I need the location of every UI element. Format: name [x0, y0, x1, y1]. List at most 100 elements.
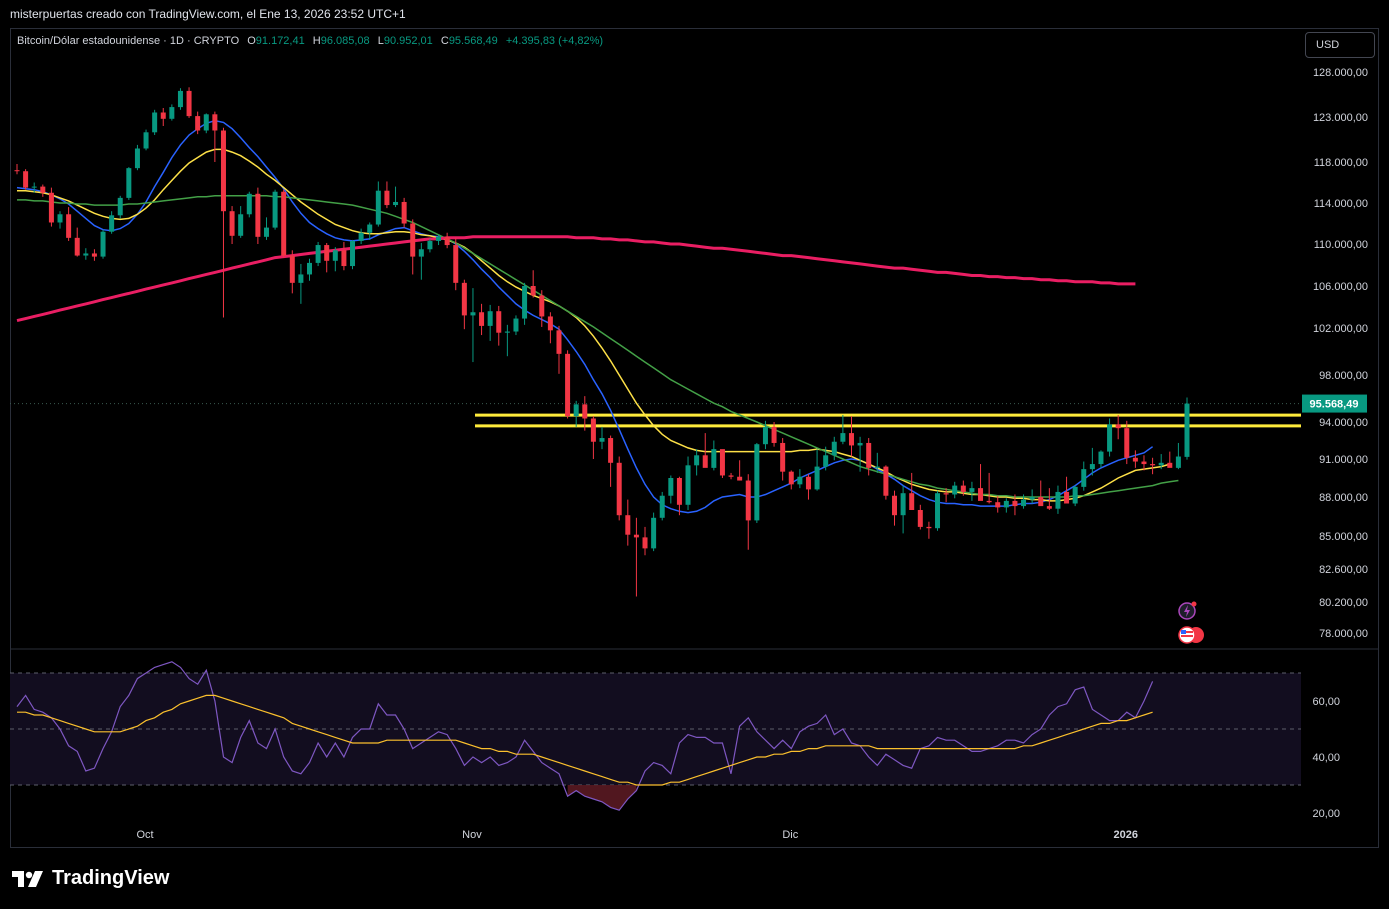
rsi-line — [16, 661, 1154, 811]
symbol-title[interactable]: Bitcoin/Dólar estadounidense · 1D · CRYP… — [17, 35, 240, 47]
us-flag-event-icon[interactable] — [1178, 626, 1204, 644]
candle-body — [719, 449, 725, 476]
time-axis[interactable]: Oct Nov Dic 2026 — [136, 829, 1138, 841]
tradingview-logo[interactable]: TradingView — [12, 867, 169, 890]
ma-red-line — [16, 235, 1136, 323]
candle-body — [668, 478, 674, 496]
candle-body — [926, 526, 932, 529]
candle-body — [117, 197, 123, 216]
open-label: O — [247, 35, 256, 47]
candle-body — [728, 475, 734, 477]
candle-body — [461, 282, 467, 316]
candle-body — [556, 330, 562, 354]
open-value: 91.172,41 — [255, 35, 305, 47]
candle-body — [582, 404, 588, 419]
candle-body — [513, 318, 519, 332]
candle-body — [453, 245, 459, 283]
candle-body — [332, 250, 338, 261]
candle-body — [255, 193, 261, 237]
price-tick-label: 106.000,00 — [1313, 281, 1368, 293]
candle-body — [573, 404, 579, 417]
candle-body — [1021, 499, 1027, 507]
candle-body — [599, 438, 605, 442]
candle-body — [1150, 464, 1156, 466]
candle-body — [220, 130, 226, 212]
candle-body — [1064, 491, 1070, 504]
candle-body — [1055, 491, 1061, 509]
candle-body — [298, 274, 304, 283]
price-axis[interactable]: 128.000,00 123.000,00 118.000,00 114.000,00… — [1313, 67, 1368, 640]
candle-body — [978, 488, 984, 501]
rsi-oversold-fill — [567, 785, 637, 811]
rsi-pane: 60,00 40,00 20,00 — [10, 648, 1379, 820]
candle-body — [676, 478, 682, 505]
time-tick-label: Nov — [462, 829, 482, 841]
candle-body — [23, 171, 29, 188]
candle-body — [350, 240, 356, 267]
candle-body — [203, 114, 209, 131]
candle-body — [281, 191, 287, 256]
price-tick-label: 78.000,00 — [1319, 628, 1368, 640]
candle-body — [633, 534, 639, 538]
price-tick-label: 82.600,00 — [1319, 564, 1368, 576]
candles — [14, 87, 1190, 597]
candle-body — [960, 485, 966, 492]
candle-body — [152, 112, 158, 133]
candle-body — [952, 485, 958, 495]
price-tick-label: 80.200,00 — [1319, 597, 1368, 609]
alert-icon[interactable] — [1178, 601, 1197, 620]
candle-body — [745, 480, 751, 521]
price-tick-label: 91.000,00 — [1319, 454, 1368, 466]
symbol-legend: Bitcoin/Dólar estadounidense · 1D · CRYP… — [17, 35, 603, 47]
candle-body — [427, 240, 433, 250]
candle-body — [169, 107, 175, 119]
candle-body — [848, 433, 854, 446]
candle-body — [66, 214, 72, 238]
chart-credit: misterpuertas creado con TradingView.com… — [10, 7, 406, 21]
candle-body — [134, 148, 140, 169]
candle-body — [883, 466, 889, 496]
candle-body — [874, 466, 880, 468]
ma-blue-line — [16, 119, 1154, 514]
rsi-tick-label: 40,00 — [1312, 752, 1340, 764]
price-tick-label: 94.000,00 — [1319, 417, 1368, 429]
candle-body — [788, 471, 794, 485]
candle-body — [315, 245, 321, 263]
candle-body — [126, 168, 132, 198]
time-tick-label: Oct — [136, 829, 153, 841]
candle-body — [496, 311, 502, 333]
candle-body — [436, 236, 442, 241]
candle-body — [702, 455, 708, 468]
candle-body — [160, 112, 166, 119]
candle-body — [375, 190, 381, 225]
candle-body — [1081, 469, 1087, 487]
candle-body — [857, 442, 863, 446]
time-tick-label: Dic — [782, 829, 798, 841]
candle-body — [91, 253, 97, 257]
candle-body — [57, 214, 63, 223]
candle-body — [1029, 497, 1035, 500]
candle-body — [805, 476, 811, 490]
candle-body — [780, 442, 786, 472]
candle-body — [263, 227, 269, 237]
candle-body — [1175, 456, 1181, 468]
close-value: 95.568,49 — [448, 35, 498, 47]
candle-body — [737, 476, 743, 481]
candle-body — [212, 114, 218, 131]
candle-body — [625, 515, 631, 535]
candle-body — [840, 433, 846, 442]
currency-selector[interactable]: USD — [1305, 32, 1375, 58]
candle-body — [935, 493, 941, 529]
candle-body — [238, 214, 244, 236]
candle-body — [1038, 497, 1044, 507]
candle-body — [40, 186, 46, 193]
candle-body — [1046, 506, 1052, 509]
candle-body — [504, 331, 510, 333]
chart-frame — [10, 28, 1379, 848]
candle-body — [31, 186, 37, 188]
candle-body — [814, 466, 820, 490]
price-tick-label: 123.000,00 — [1313, 112, 1368, 124]
last-price-label: 95.568,49 — [1310, 399, 1359, 411]
last-price-tag: 95.568,49 — [1302, 394, 1367, 413]
